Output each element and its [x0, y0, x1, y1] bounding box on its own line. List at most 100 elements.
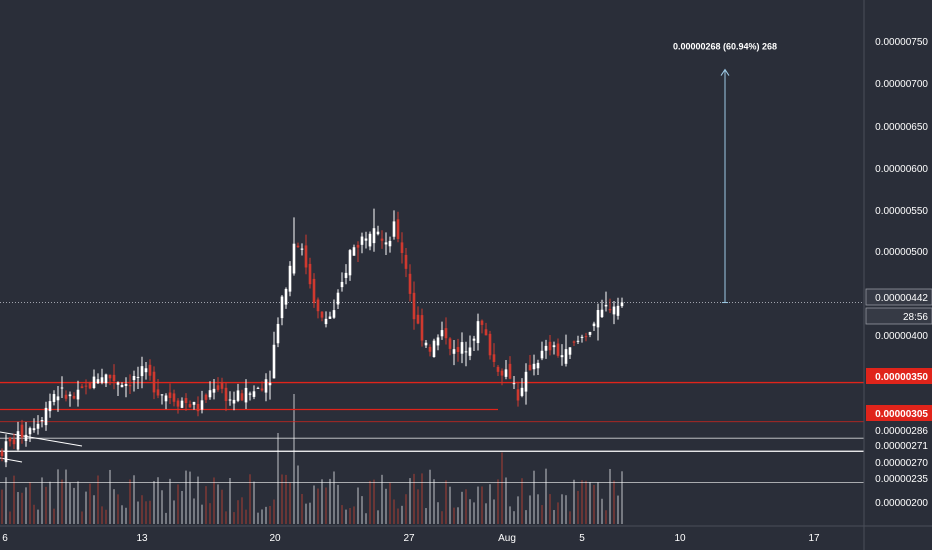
candle-body: [276, 323, 280, 344]
candle-body: [512, 383, 516, 385]
volume-bar: [313, 485, 315, 524]
candle-body: [12, 439, 16, 445]
volume-bar: [373, 479, 375, 524]
volume-bar: [413, 473, 415, 524]
volume-bar: [105, 509, 107, 524]
price-tag-box: [866, 470, 932, 486]
candle-body: [120, 385, 124, 388]
volume-bar: [361, 496, 363, 524]
measure-annotation[interactable]: 0.00000268 (60.94%) 268: [673, 42, 777, 304]
volume-bar: [93, 495, 95, 524]
candle-body: [84, 385, 88, 387]
volume-bar: [45, 486, 47, 524]
price-tag-box: [865, 288, 932, 306]
candle-body: [328, 316, 332, 319]
volume-bar: [341, 505, 343, 524]
volume-bar: [285, 474, 287, 524]
candle-body: [476, 321, 480, 344]
volume-bar: [261, 509, 263, 524]
volume-bar: [221, 489, 223, 524]
candle-body: [156, 389, 160, 396]
candle-body: [244, 387, 248, 403]
candle-body: [56, 396, 60, 401]
candle-body: [600, 309, 604, 318]
volume-bar: [485, 503, 487, 524]
volume-bar: [145, 501, 147, 524]
candle-body: [272, 344, 276, 379]
volume-bar: [57, 469, 59, 524]
volume-bar: [193, 498, 195, 524]
volume-bar: [101, 506, 103, 524]
candle-body: [48, 401, 52, 412]
volume-bar: [345, 509, 347, 524]
candle-body: [456, 347, 460, 352]
candle-body: [380, 238, 384, 241]
volume-bar: [453, 507, 455, 524]
volume-bar: [69, 482, 71, 524]
volume-bar: [477, 486, 479, 524]
volume-bar: [409, 478, 411, 524]
volume-bar: [325, 487, 327, 524]
candle-body: [308, 263, 312, 285]
volume-bar: [381, 474, 383, 524]
volume-bar: [133, 475, 135, 524]
volume-bar: [253, 481, 255, 524]
price-tag-box: [866, 405, 932, 421]
volume-bar: [77, 481, 79, 524]
volume-bar: [577, 490, 579, 524]
candle-body: [556, 343, 560, 356]
candle-body: [592, 323, 596, 327]
volume-bar: [333, 471, 335, 524]
candle-body: [588, 332, 592, 335]
candle-body: [208, 390, 212, 398]
candle-body: [340, 281, 344, 288]
candle-body: [92, 376, 96, 389]
candle-body: [492, 354, 496, 362]
volume-bar: [65, 469, 67, 524]
candle-body: [136, 376, 140, 378]
candle-body: [564, 349, 568, 364]
candle-body: [388, 240, 392, 247]
candle-body: [468, 347, 472, 356]
candle-body: [452, 349, 456, 354]
volume-bar: [273, 499, 275, 524]
volume-bar: [149, 500, 151, 524]
candle-body: [164, 395, 168, 402]
volume-bar: [17, 492, 19, 524]
candle-body: [292, 243, 296, 274]
candle-body: [128, 385, 132, 387]
candle-body: [160, 394, 164, 396]
volume-bar: [153, 481, 155, 524]
volume-bar: [349, 507, 351, 524]
volume-bar: [617, 495, 619, 524]
volume-bar: [337, 484, 339, 524]
volume-bar: [469, 499, 471, 524]
candle-body: [316, 299, 320, 312]
candle-body: [96, 379, 100, 384]
candle-body: [324, 318, 328, 325]
volume-bar: [437, 502, 439, 524]
candle-body: [88, 382, 92, 389]
horizontal-levels: [0, 302, 864, 483]
volume-bar: [21, 492, 23, 524]
measure-arrow-head: [720, 68, 730, 76]
candle-body: [124, 384, 128, 386]
price-tag-label: 28:56: [903, 312, 928, 323]
volume-bar: [213, 477, 215, 524]
price-tag-label: 0.00000235: [875, 474, 928, 485]
candle-body: [68, 394, 72, 397]
time-axis[interactable]: 6 13 20 27 Aug 5 10 17: [2, 533, 820, 544]
volume-bar: [357, 487, 359, 524]
volume-bar: [25, 487, 27, 524]
candle-body: [320, 311, 324, 318]
candle-body: [280, 296, 284, 319]
price-tag-box: [866, 422, 932, 438]
volume-bar: [589, 481, 591, 524]
volume-bar: [197, 476, 199, 524]
volume-bar: [61, 479, 63, 524]
candle-body: [440, 330, 444, 337]
candle-body: [616, 305, 620, 316]
volume-bar: [465, 489, 467, 524]
candle-body: [352, 247, 356, 256]
candle-body: [432, 340, 436, 358]
